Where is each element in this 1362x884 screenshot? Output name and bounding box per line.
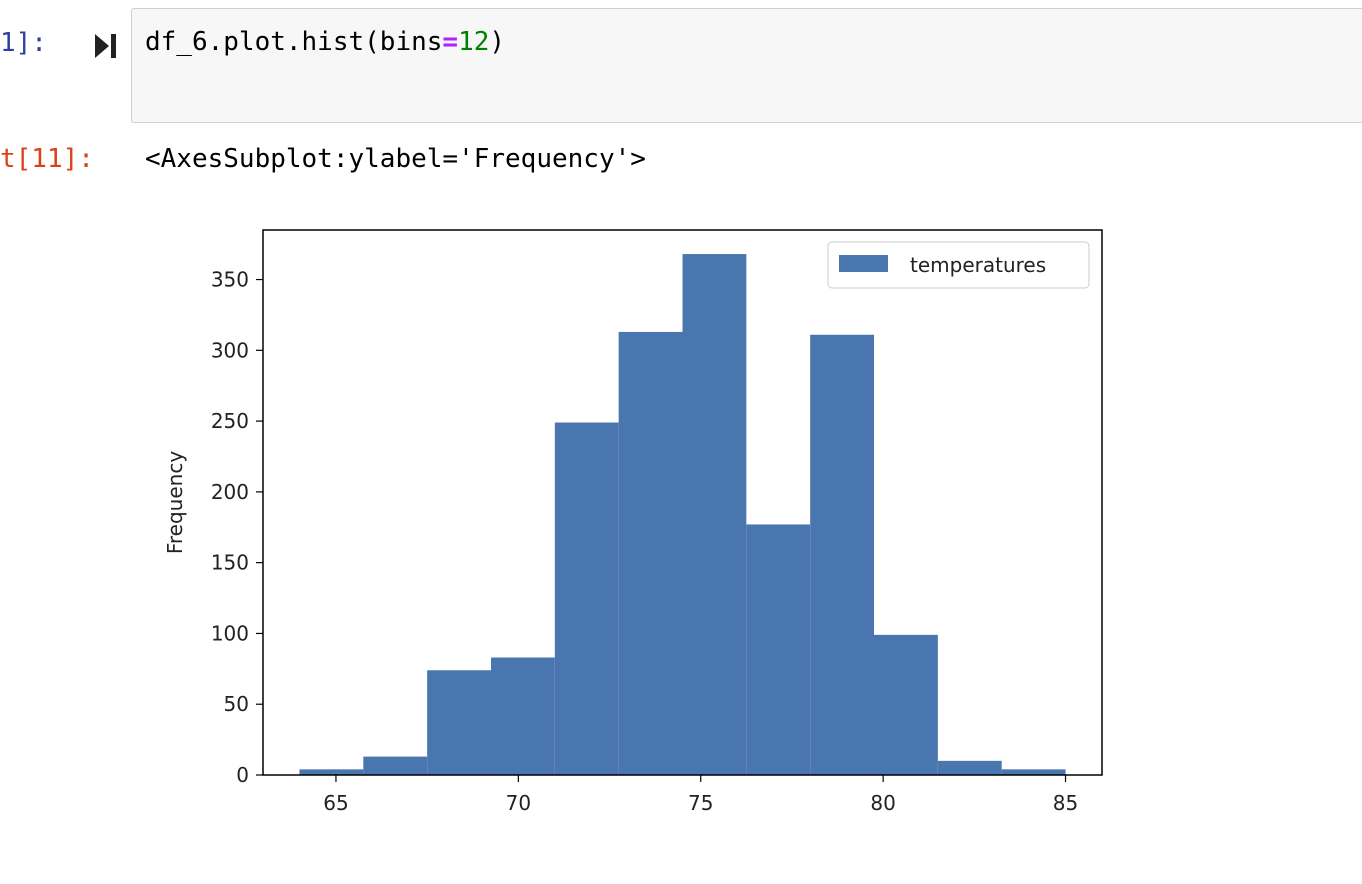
y-axis-ticks: 0 50 100 150 200 250 300 350 bbox=[211, 268, 263, 787]
histogram-chart: 0 50 100 150 200 250 300 350 65 70 75 80 85 Frequen… bbox=[163, 229, 1103, 815]
code-cell-input[interactable]: df_6.plot.hist(bins=12) bbox=[131, 8, 1362, 123]
histogram-bar-6 bbox=[618, 331, 683, 775]
legend-frame bbox=[827, 241, 1090, 289]
histogram-bar-1 bbox=[299, 769, 364, 775]
histogram-bar-5 bbox=[554, 422, 619, 775]
y-tick-label: 0 bbox=[236, 763, 249, 787]
histogram-bar-4 bbox=[490, 657, 555, 775]
code-line: df_6.plot.hist(bins=12) bbox=[145, 27, 505, 57]
x-tick-label: 65 bbox=[323, 791, 348, 815]
x-tick-label: 75 bbox=[688, 791, 713, 815]
histogram-bar-8 bbox=[746, 524, 811, 775]
y-tick-label: 350 bbox=[211, 268, 249, 292]
y-tick-label: 150 bbox=[211, 551, 249, 575]
histogram-bar-9 bbox=[810, 334, 875, 775]
bars-group bbox=[299, 254, 1066, 775]
histogram-bar-2 bbox=[363, 756, 428, 775]
x-axis-ticks: 65 70 75 80 85 bbox=[323, 775, 1078, 815]
y-tick-label: 300 bbox=[211, 338, 249, 362]
x-tick-label: 85 bbox=[1053, 791, 1078, 815]
axes-frame bbox=[262, 229, 1103, 776]
x-tick-label: 70 bbox=[506, 791, 531, 815]
y-tick-label: 50 bbox=[224, 692, 249, 716]
input-prompt: 1]: bbox=[0, 28, 47, 58]
histogram-bar-12 bbox=[1001, 769, 1066, 775]
histogram-bar-10 bbox=[874, 634, 938, 775]
output-repr: <AxesSubplot:ylabel='Frequency'> bbox=[145, 144, 646, 174]
y-tick-label: 200 bbox=[211, 480, 249, 504]
histogram-bar-7 bbox=[682, 254, 747, 775]
code-text: df_6.plot.hist(bins bbox=[145, 27, 443, 57]
y-tick-label: 100 bbox=[211, 621, 249, 645]
y-tick-label: 250 bbox=[211, 409, 249, 433]
run-cell-icon[interactable] bbox=[94, 33, 118, 59]
code-number: 12 bbox=[458, 27, 490, 57]
output-prompt: t[11]: bbox=[0, 144, 94, 174]
code-text-end: ) bbox=[489, 27, 506, 57]
legend-label: temperatures bbox=[910, 253, 1046, 277]
histogram-bar-3 bbox=[427, 670, 491, 775]
code-operator: = bbox=[442, 27, 459, 57]
histogram-bar-11 bbox=[937, 760, 1002, 775]
x-tick-label: 80 bbox=[870, 791, 895, 815]
legend: temperatures bbox=[827, 241, 1090, 289]
y-axis-label: Frequency bbox=[163, 451, 187, 554]
legend-swatch bbox=[839, 255, 888, 272]
